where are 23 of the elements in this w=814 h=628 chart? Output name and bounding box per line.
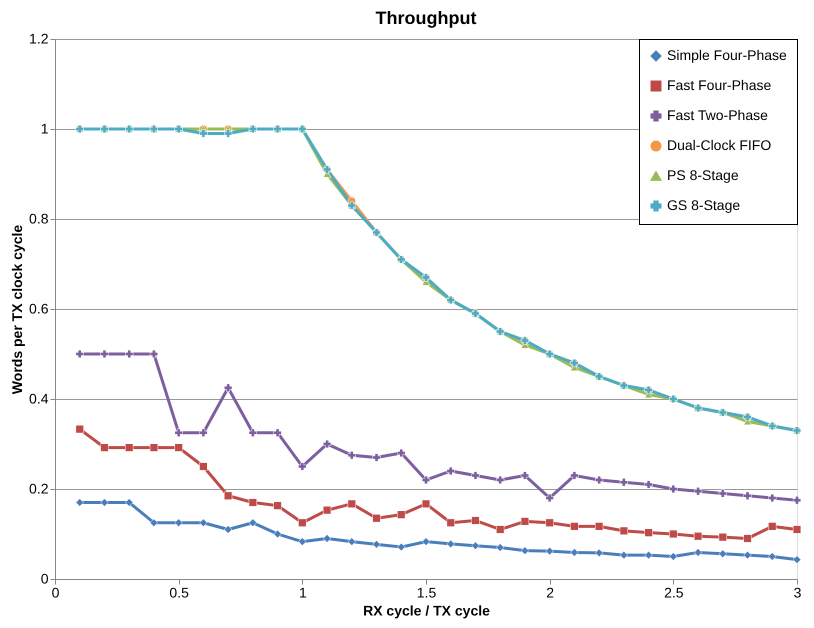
legend-label: Fast Four-Phase	[667, 77, 772, 93]
y-tick-label: 1	[40, 120, 49, 136]
legend-label: Fast Two-Phase	[667, 107, 768, 123]
chart-title: Throughput	[376, 8, 476, 28]
x-tick-label: 2.5	[664, 584, 684, 600]
legend-label: GS 8-Stage	[667, 197, 740, 213]
y-tick-label: 1.2	[29, 30, 49, 46]
y-tick-label: 0	[40, 570, 49, 586]
y-axis-title: Words per TX clock cycle	[9, 224, 26, 394]
legend-label: PS 8-Stage	[667, 167, 739, 183]
x-tick-label: 1.5	[416, 584, 436, 600]
x-axis-title: RX cycle / TX cycle	[363, 602, 490, 618]
y-tick-label: 0.8	[29, 210, 49, 226]
legend-label: Simple Four-Phase	[667, 47, 788, 63]
y-tick-label: 0.4	[29, 390, 49, 406]
x-tick-label: 0	[52, 584, 60, 600]
x-tick-label: 0.5	[169, 584, 190, 600]
x-tick-label: 3	[794, 584, 802, 600]
x-tick-label: 2	[546, 584, 554, 600]
x-tick-label: 1	[298, 584, 307, 600]
legend-label: Dual-Clock FIFO	[667, 137, 772, 153]
y-tick-label: 0.2	[29, 480, 49, 496]
y-tick-label: 0.6	[29, 300, 49, 316]
